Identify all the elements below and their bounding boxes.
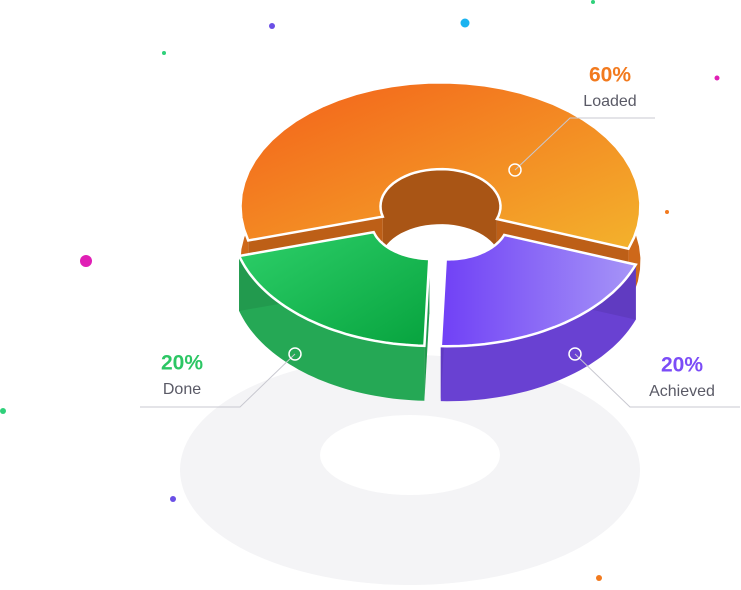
leader-line: [140, 353, 296, 408]
pie: [237, 81, 642, 402]
labels: 60% Loaded 20% Done 20% Achieved: [140, 64, 740, 408]
decoration: [0, 0, 720, 585]
leader-line: [514, 117, 655, 171]
segment-side: [380, 169, 501, 274]
leader-dot: [288, 347, 302, 361]
category-label: Loaded: [583, 93, 636, 110]
leader-line: [574, 353, 740, 408]
leader-dot: [568, 347, 582, 361]
leader-dot: [508, 163, 522, 177]
segment-side: [239, 256, 425, 401]
value-label: 20%: [661, 354, 703, 377]
value-label: 20%: [161, 352, 203, 375]
pie-segment: [237, 230, 431, 348]
pie-segment: [439, 233, 638, 348]
category-label: Achieved: [649, 383, 715, 400]
pie-segment: [239, 81, 642, 251]
category-label: Done: [163, 381, 201, 398]
value-label: 60%: [589, 64, 631, 87]
